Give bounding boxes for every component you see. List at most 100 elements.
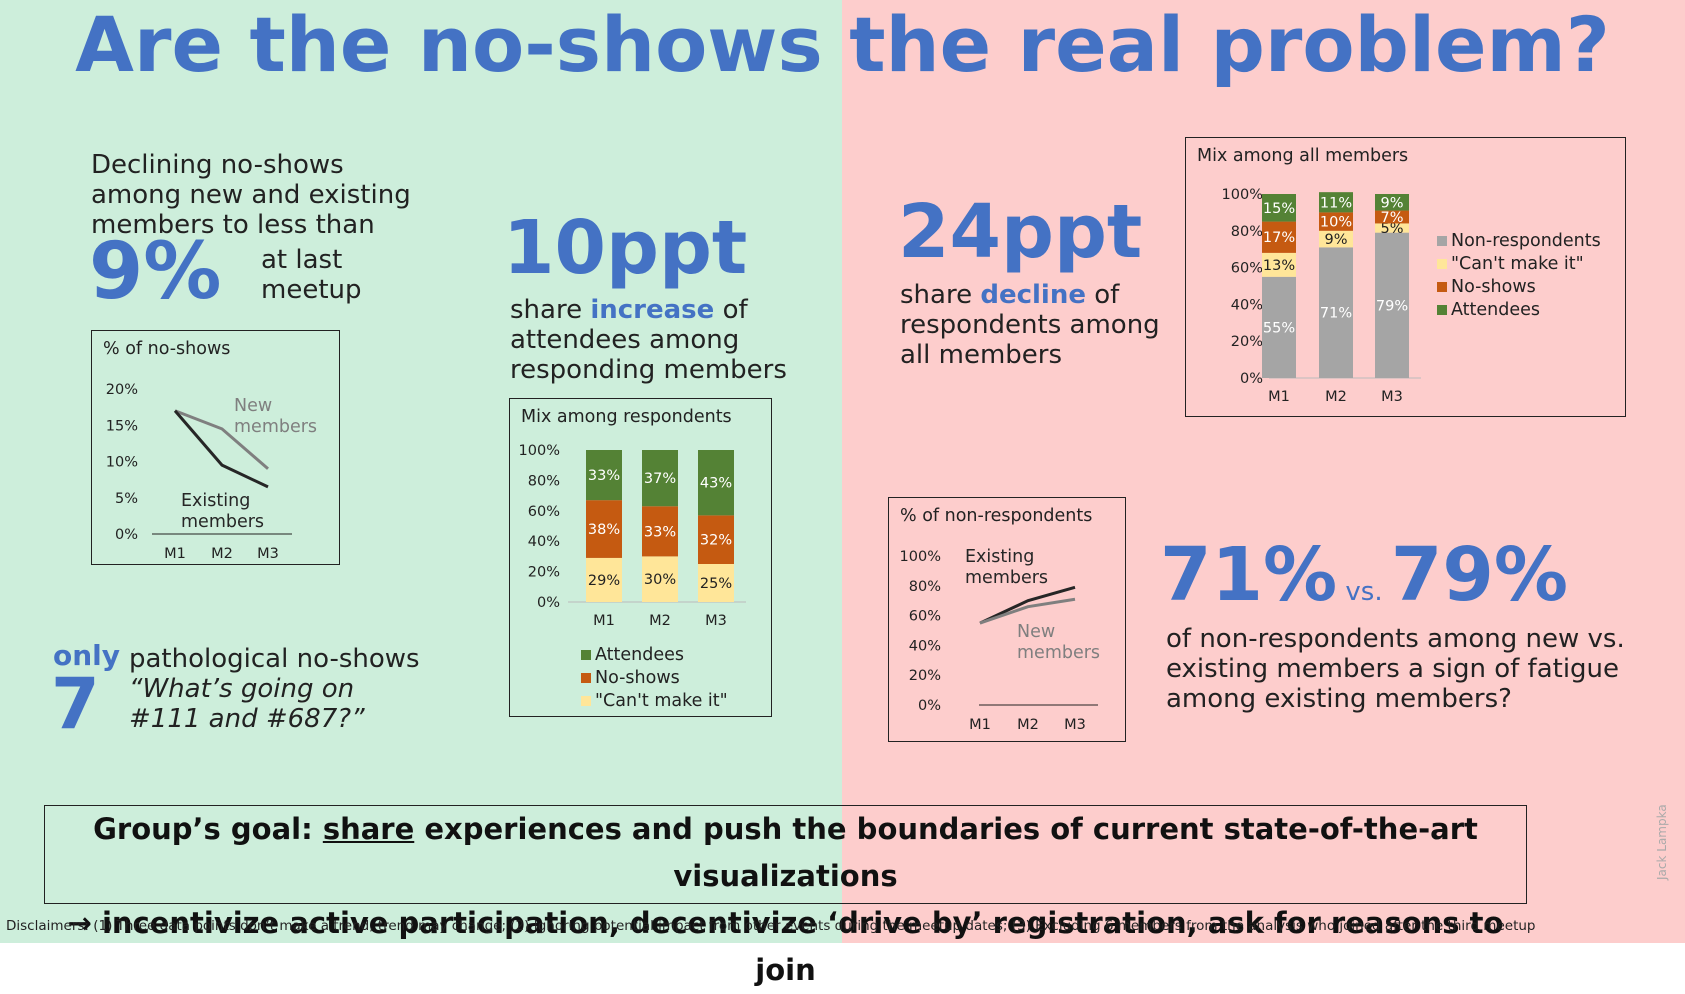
respondents-title: Mix among respondents — [521, 407, 732, 427]
allmembers-bar-nonrespondents — [1262, 276, 1296, 378]
allmembers-title: Mix among all members — [1197, 146, 1408, 166]
respondents-data-label: 30% — [644, 572, 676, 588]
respondents-bar-cantmakeit — [586, 557, 622, 602]
allmembers-legend-label: Non-respondents — [1451, 231, 1601, 251]
compare-b: 79% — [1390, 532, 1568, 618]
allmembers-bar-cantmakeit — [1319, 230, 1353, 248]
allmembers-data-label: 55% — [1263, 320, 1295, 336]
respondents-ytick: 40% — [528, 534, 560, 550]
noshows-xtick: M2 — [211, 546, 233, 562]
noshows-xtick: M1 — [164, 546, 186, 562]
respondents-data-label: 33% — [644, 524, 676, 540]
allmembers-ytick: 100% — [1222, 187, 1263, 203]
allmembers-ytick: 80% — [1231, 224, 1263, 240]
respondents-legend-swatch — [581, 696, 591, 706]
nonrespondents-line-new — [979, 597, 1076, 625]
noshows-series-label: members — [181, 512, 264, 532]
left-line-1: Declining no-shows — [91, 150, 344, 180]
nonrespondents-title: % of non-respondents — [900, 506, 1092, 526]
nonrespondents-ytick: 80% — [909, 579, 941, 595]
nonrespondents-ytick: 40% — [909, 638, 941, 654]
signature: Jack Lampka — [1655, 804, 1669, 880]
allmembers-data-label: 11% — [1320, 195, 1352, 211]
respondents-chart-frame: Mix among respondents 0% 20% 40% 60% 80% 100% 2… — [509, 398, 772, 717]
goal-line-1: Group’s goal: share experiences and push… — [45, 806, 1526, 900]
nonrespondents-ytick: 0% — [918, 698, 941, 714]
goal-box: Group’s goal: share experiences and push… — [44, 805, 1527, 987]
allmembers-bar-attendees — [1262, 194, 1296, 222]
noshows-title: % of no-shows — [103, 339, 230, 359]
allmembers-data-label: 15% — [1263, 201, 1295, 217]
nonrespondents-chart-frame: % of non-respondents 0% 20% 40% 60% 80% 100% M1… — [888, 497, 1126, 742]
respondents-data-label: 37% — [644, 471, 676, 487]
only-line-2: “What’s going on — [129, 674, 355, 704]
respondents-ytick: 80% — [528, 473, 560, 489]
left-line-2: among new and existing — [91, 180, 411, 210]
respondents-xtick: M3 — [705, 613, 727, 629]
allmembers-data-label: 5% — [1380, 221, 1403, 237]
respondents-legend-swatch — [581, 650, 591, 660]
compare-statement: of non-respondents among new vs. existin… — [1166, 624, 1625, 714]
allmembers-legend-swatch — [1437, 282, 1447, 292]
allmembers-ytick: 20% — [1231, 334, 1263, 350]
right-line-3: all members — [900, 340, 1063, 370]
respondents-ytick: 60% — [528, 504, 560, 520]
mid-line-3: responding members — [510, 355, 787, 385]
respondents-bar-noshows — [698, 515, 734, 564]
respondents-data-label: 38% — [588, 522, 620, 538]
nonrespondents-ytick: 100% — [900, 549, 941, 565]
allmembers-bar-noshows — [1375, 210, 1409, 224]
allmembers-data-label: 13% — [1263, 258, 1295, 274]
only-line-3: #111 and #687?” — [129, 704, 365, 734]
nonrespondents-line-existing — [979, 585, 1076, 625]
goal-share: share — [322, 812, 415, 846]
respondents-data-label: 33% — [588, 468, 620, 484]
respondents-ytick: 100% — [519, 443, 560, 459]
mid-statement: share increase of attendees among respon… — [510, 295, 787, 385]
respondents-xtick: M1 — [593, 613, 615, 629]
respondents-chart: Mix among respondents 0% 20% 40% 60% 80% 100% 2… — [519, 407, 746, 711]
noshows-line-new — [174, 409, 269, 470]
allmembers-data-label: 9% — [1380, 195, 1403, 211]
noshows-series-label: New — [234, 396, 272, 416]
left-tail: at last meetup — [261, 245, 362, 305]
allmembers-xtick: M2 — [1325, 389, 1347, 405]
page-title: Are the no-shows the real problem? — [75, 0, 1610, 89]
nonrespondents-series-label: members — [1017, 643, 1100, 663]
respondents-data-label: 32% — [700, 533, 732, 549]
nonrespondents-xtick: M3 — [1064, 717, 1086, 733]
respondents-legend-label: "Can't make it" — [595, 691, 728, 711]
allmembers-xtick: M3 — [1381, 389, 1403, 405]
left-line-3: members to less than — [91, 210, 375, 240]
allmembers-legend-swatch — [1437, 236, 1447, 246]
goal-line-1c: experiences and push the boundaries of c… — [414, 812, 1478, 893]
right-statement: share decline of respondents among all m… — [900, 280, 1160, 370]
respondents-bar-attendees — [642, 450, 678, 507]
respondents-ytick: 20% — [528, 565, 560, 581]
respondents-legend-label: Attendees — [595, 645, 684, 665]
allmembers-legend-swatch — [1437, 305, 1447, 315]
noshows-ytick: 15% — [106, 418, 138, 434]
allmembers-data-label: 71% — [1320, 306, 1352, 322]
nonrespondents-xtick: M2 — [1017, 717, 1039, 733]
compare-line-2: existing members a sign of fatigue — [1166, 654, 1620, 684]
compare-a: 71% — [1160, 532, 1338, 618]
mid-line-1: share increase of — [510, 295, 787, 325]
respondents-data-label: 29% — [588, 573, 620, 589]
allmembers-data-label: 17% — [1263, 230, 1295, 246]
only-line-1: pathological no-shows — [129, 644, 420, 674]
allmembers-chart: Mix among all members 0% 20% 40% 60% 80% 100% 5… — [1197, 146, 1601, 405]
allmembers-data-label: 7% — [1380, 210, 1403, 226]
mid-line-2: attendees among — [510, 325, 740, 355]
respondents-bar-attendees — [586, 450, 622, 501]
left-tail-2: meetup — [261, 275, 362, 305]
right-line-2: respondents among — [900, 310, 1160, 340]
nonrespondents-ytick: 60% — [909, 609, 941, 625]
nonrespondents-chart: % of non-respondents 0% 20% 40% 60% 80% 100% M1… — [900, 506, 1101, 733]
respondents-data-label: 43% — [700, 476, 732, 492]
allmembers-bar-nonrespondents — [1375, 232, 1409, 378]
allmembers-xtick: M1 — [1268, 389, 1290, 405]
nonrespondents-series-label: Existing — [965, 547, 1034, 567]
respondents-bar-noshows — [586, 500, 622, 558]
compare-vs: vs. — [1345, 577, 1383, 607]
